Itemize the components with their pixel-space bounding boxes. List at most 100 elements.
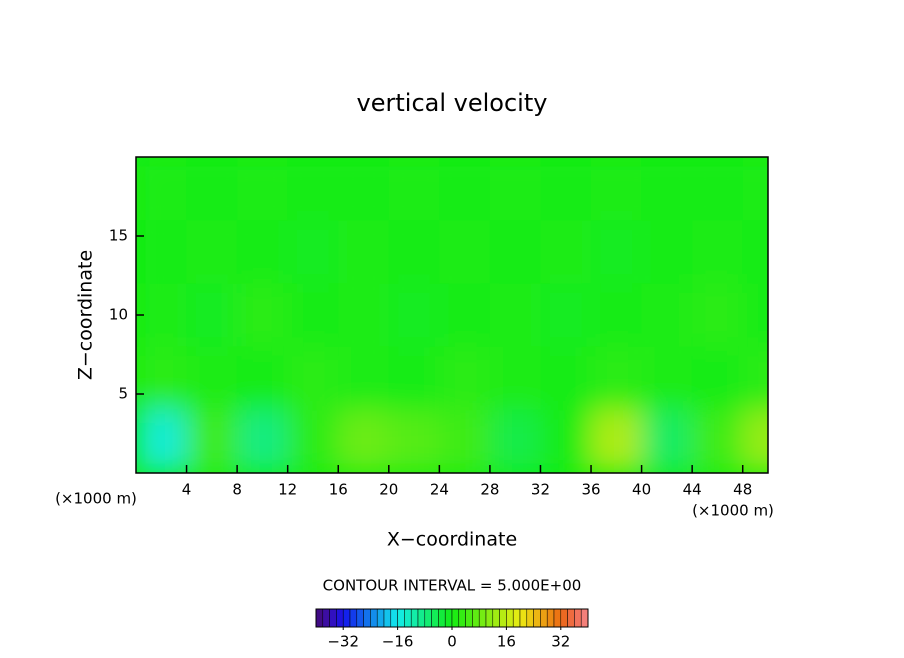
y-tick-label: 15: [109, 227, 128, 245]
field-cell: [540, 157, 592, 221]
field: [136, 157, 768, 473]
field-cell: [388, 220, 440, 284]
field-cell: [692, 409, 743, 473]
colorbar-box: [438, 608, 446, 628]
field-cell: [692, 346, 743, 410]
field-cell: [742, 157, 768, 221]
colorbar-box: [342, 608, 351, 628]
field-cell: [489, 157, 541, 221]
x-tick-label: 12: [278, 481, 297, 499]
colorbar-box: [574, 608, 582, 628]
colorbar-box: [349, 608, 358, 628]
field-cell: [388, 409, 440, 473]
field-cell: [186, 157, 238, 221]
x-tick-label: 28: [480, 481, 499, 499]
field-cell: [591, 157, 642, 221]
plot-frame: [135, 156, 769, 474]
field-cell: [692, 283, 743, 347]
field-cell: [439, 283, 490, 347]
colorbar-box: [444, 608, 453, 628]
colorbar-box: [540, 608, 548, 628]
field-cell: [742, 346, 768, 410]
x-tick-label: 44: [683, 481, 702, 499]
colorbar-box: [580, 608, 589, 628]
colorbar-box: [485, 608, 494, 628]
field-cell: [692, 220, 743, 284]
contour-interval: CONTOUR INTERVAL = 5.000E+00: [323, 577, 582, 595]
field-cell: [540, 283, 592, 347]
field-cell: [388, 283, 440, 347]
colorbar-box: [465, 608, 473, 628]
field-cell: [136, 283, 187, 347]
field-cell: [591, 283, 642, 347]
field-cell: [237, 157, 288, 221]
field-cell: [439, 346, 490, 410]
field-cell: [186, 220, 238, 284]
colorbar-box: [526, 608, 534, 628]
colorbar-box: [519, 608, 528, 628]
field-cell: [287, 346, 339, 410]
field-cell: [388, 157, 440, 221]
colorbar-box: [424, 608, 432, 628]
cells: [136, 157, 768, 473]
colorbar-box: [512, 608, 521, 628]
colorbar-box: [567, 608, 575, 628]
field-cell: [540, 346, 592, 410]
colorbar-box: [390, 608, 398, 628]
field-cell: [237, 283, 288, 347]
x-tick-label: 8: [232, 481, 242, 499]
field-cell: [136, 220, 187, 284]
x-tick-label: 4: [182, 481, 192, 499]
field-cell: [136, 157, 187, 221]
colorbar-box: [478, 608, 487, 628]
colorbar-box: [356, 608, 364, 628]
colorbar-box: [492, 608, 500, 628]
colorbar-tick-label: 0: [447, 633, 457, 651]
colorbar-box: [322, 608, 330, 628]
field-cell: [489, 409, 541, 473]
field-cell: [136, 346, 187, 410]
colorbar-box: [404, 608, 412, 628]
field-cell: [591, 409, 642, 473]
field-cell: [338, 346, 389, 410]
x-tick-label: 24: [430, 481, 449, 499]
colorbar-box: [431, 608, 439, 628]
colorbar-box: [410, 608, 419, 628]
colorbar-box: [458, 608, 466, 628]
field-cell: [186, 346, 238, 410]
field-cell: [540, 409, 592, 473]
x-tick-label: 40: [632, 481, 651, 499]
field-cell: [338, 283, 389, 347]
colorbar-box: [397, 608, 405, 628]
colorbar-box: [546, 608, 555, 628]
colorbar-box: [560, 608, 568, 628]
field-cell: [641, 283, 693, 347]
colorbar-box: [329, 608, 337, 628]
field-cell: [237, 409, 288, 473]
field-cell: [439, 157, 490, 221]
field-cell: [641, 220, 693, 284]
field-cell: [338, 409, 389, 473]
chart-title: vertical velocity: [357, 89, 548, 117]
y-tick-label: 5: [118, 385, 128, 403]
y-axis-label: Z−coordinate: [75, 250, 97, 380]
field-cell: [641, 346, 693, 410]
field-cell: [742, 409, 768, 473]
colorbar-box: [383, 608, 392, 628]
field-cell: [186, 409, 238, 473]
colorbar-box: [376, 608, 385, 628]
x-axis-label: X−coordinate: [387, 529, 517, 551]
field-cell: [338, 157, 389, 221]
field-cell: [540, 220, 592, 284]
colorbar-box: [370, 608, 378, 628]
field-cell: [287, 409, 339, 473]
x-tick-label: 32: [531, 481, 550, 499]
field-cell: [338, 220, 389, 284]
field-cell: [388, 346, 440, 410]
field-cell: [287, 283, 339, 347]
field-cell: [489, 220, 541, 284]
colorbar-box: [553, 608, 562, 628]
y-tick-label: 10: [109, 306, 128, 324]
